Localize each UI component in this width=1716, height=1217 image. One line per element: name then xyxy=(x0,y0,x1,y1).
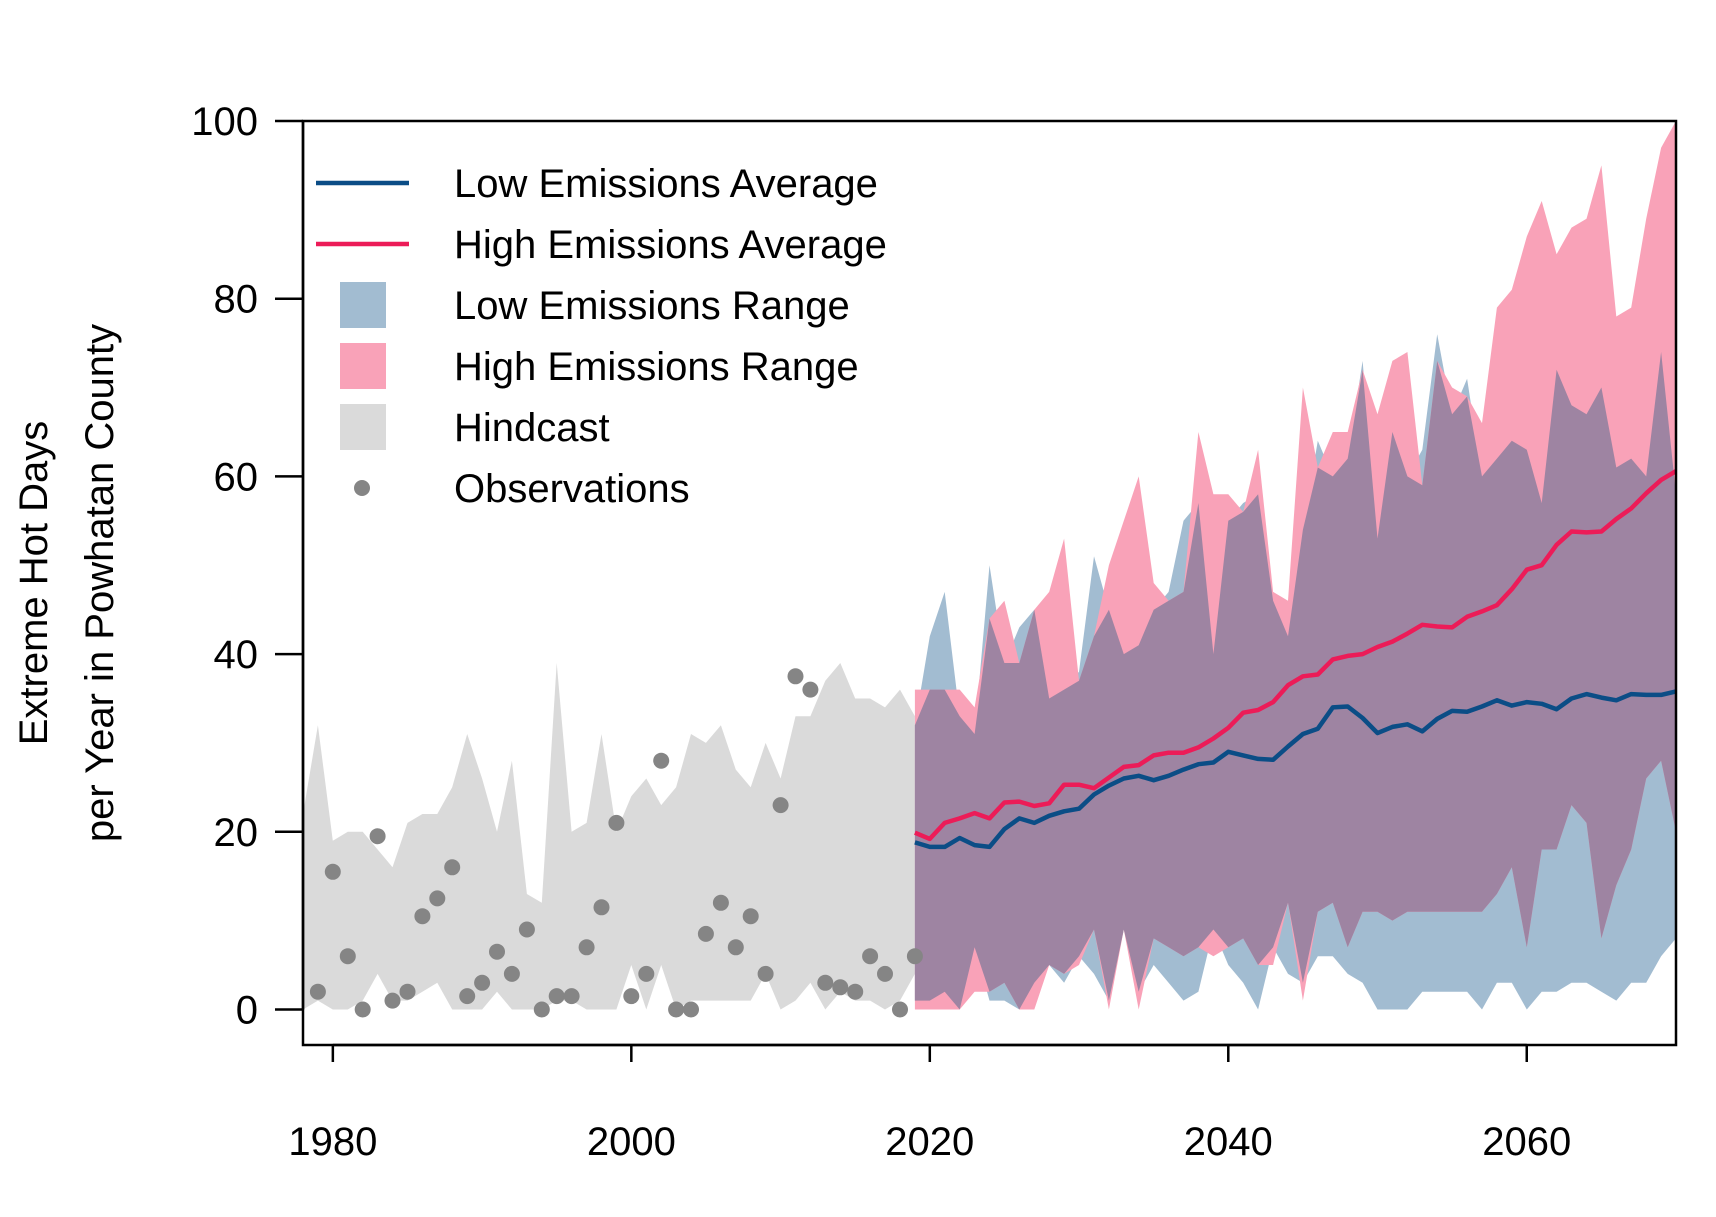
observation-point xyxy=(683,1001,699,1018)
observation-point xyxy=(847,983,864,1000)
observation-point xyxy=(623,988,640,1005)
observation-point xyxy=(533,1001,550,1018)
y-tick-label: 100 xyxy=(191,100,258,144)
observation-point xyxy=(593,899,610,916)
observation-point xyxy=(787,668,804,685)
y-axis-label-line-1: Extreme Hot Days xyxy=(12,421,56,746)
y-tick-label: 60 xyxy=(214,455,259,499)
observation-point xyxy=(727,939,744,956)
observation-point xyxy=(474,974,491,991)
observation-point xyxy=(832,979,849,996)
observation-point xyxy=(309,983,326,1000)
observation-point xyxy=(757,965,774,982)
observation-point xyxy=(668,1001,685,1018)
x-tick-label: 2000 xyxy=(587,1120,676,1164)
legend-label-observations: Observations xyxy=(454,467,690,511)
observation-point xyxy=(414,908,431,925)
observation-point xyxy=(369,828,386,845)
low-emissions-average-line xyxy=(914,689,1676,850)
observation-point xyxy=(638,965,655,982)
observation-point xyxy=(429,890,446,907)
observation-point xyxy=(354,1001,371,1018)
series-layer xyxy=(303,121,1676,1018)
legend-label-low-emissions-range: Low Emissions Range xyxy=(454,284,850,328)
observation-point xyxy=(563,988,580,1005)
observation-point xyxy=(608,814,625,831)
observation-point xyxy=(772,797,789,814)
legend-swatch-low-emissions-range xyxy=(340,282,386,328)
legend-swatch-high-emissions-range xyxy=(340,343,386,389)
observation-point xyxy=(548,988,565,1005)
legend-label-high-emissions-range: High Emissions Range xyxy=(454,345,859,389)
observation-point xyxy=(459,988,476,1005)
observation-point xyxy=(892,1001,908,1018)
observation-point xyxy=(877,965,893,982)
legend-label-hindcast: Hindcast xyxy=(454,406,610,450)
legend-label-low-emissions-average: Low Emissions Average xyxy=(454,162,878,206)
observation-point xyxy=(489,943,505,960)
y-tick-label: 40 xyxy=(214,633,259,677)
observation-point xyxy=(339,948,356,965)
high-emissions-average-line xyxy=(914,469,1676,842)
observation-point xyxy=(503,965,520,982)
observation-point xyxy=(518,921,535,938)
observation-point xyxy=(653,752,670,769)
observation-point xyxy=(399,983,416,1000)
observation-point xyxy=(906,948,923,965)
y-tick-label: 20 xyxy=(214,811,259,855)
x-tick-label: 2060 xyxy=(1482,1120,1571,1164)
x-tick-label: 2040 xyxy=(1184,1120,1273,1164)
observation-point xyxy=(324,863,341,880)
legend-label-high-emissions-average: High Emissions Average xyxy=(454,223,887,267)
y-tick-label: 80 xyxy=(214,278,259,322)
legend: Low Emissions Average High Emissions Aver… xyxy=(316,162,887,511)
y-tick-label: 0 xyxy=(236,988,258,1032)
y-axis-label-line-2: per Year in Powhatan County xyxy=(78,324,122,842)
x-tick-label: 2020 xyxy=(885,1120,974,1164)
x-tick-label: 1980 xyxy=(288,1120,377,1164)
observation-point xyxy=(444,859,461,876)
observation-point xyxy=(817,974,834,991)
legend-swatch-observations xyxy=(354,480,370,496)
legend-swatch-hindcast xyxy=(340,404,386,450)
observation-point xyxy=(802,681,819,698)
hindcast-band xyxy=(303,663,915,1010)
observation-point xyxy=(384,992,401,1009)
observation-point xyxy=(862,948,879,965)
observation-point xyxy=(578,939,595,956)
observation-point xyxy=(742,908,759,925)
observation-point xyxy=(697,925,714,942)
observation-point xyxy=(712,894,729,911)
